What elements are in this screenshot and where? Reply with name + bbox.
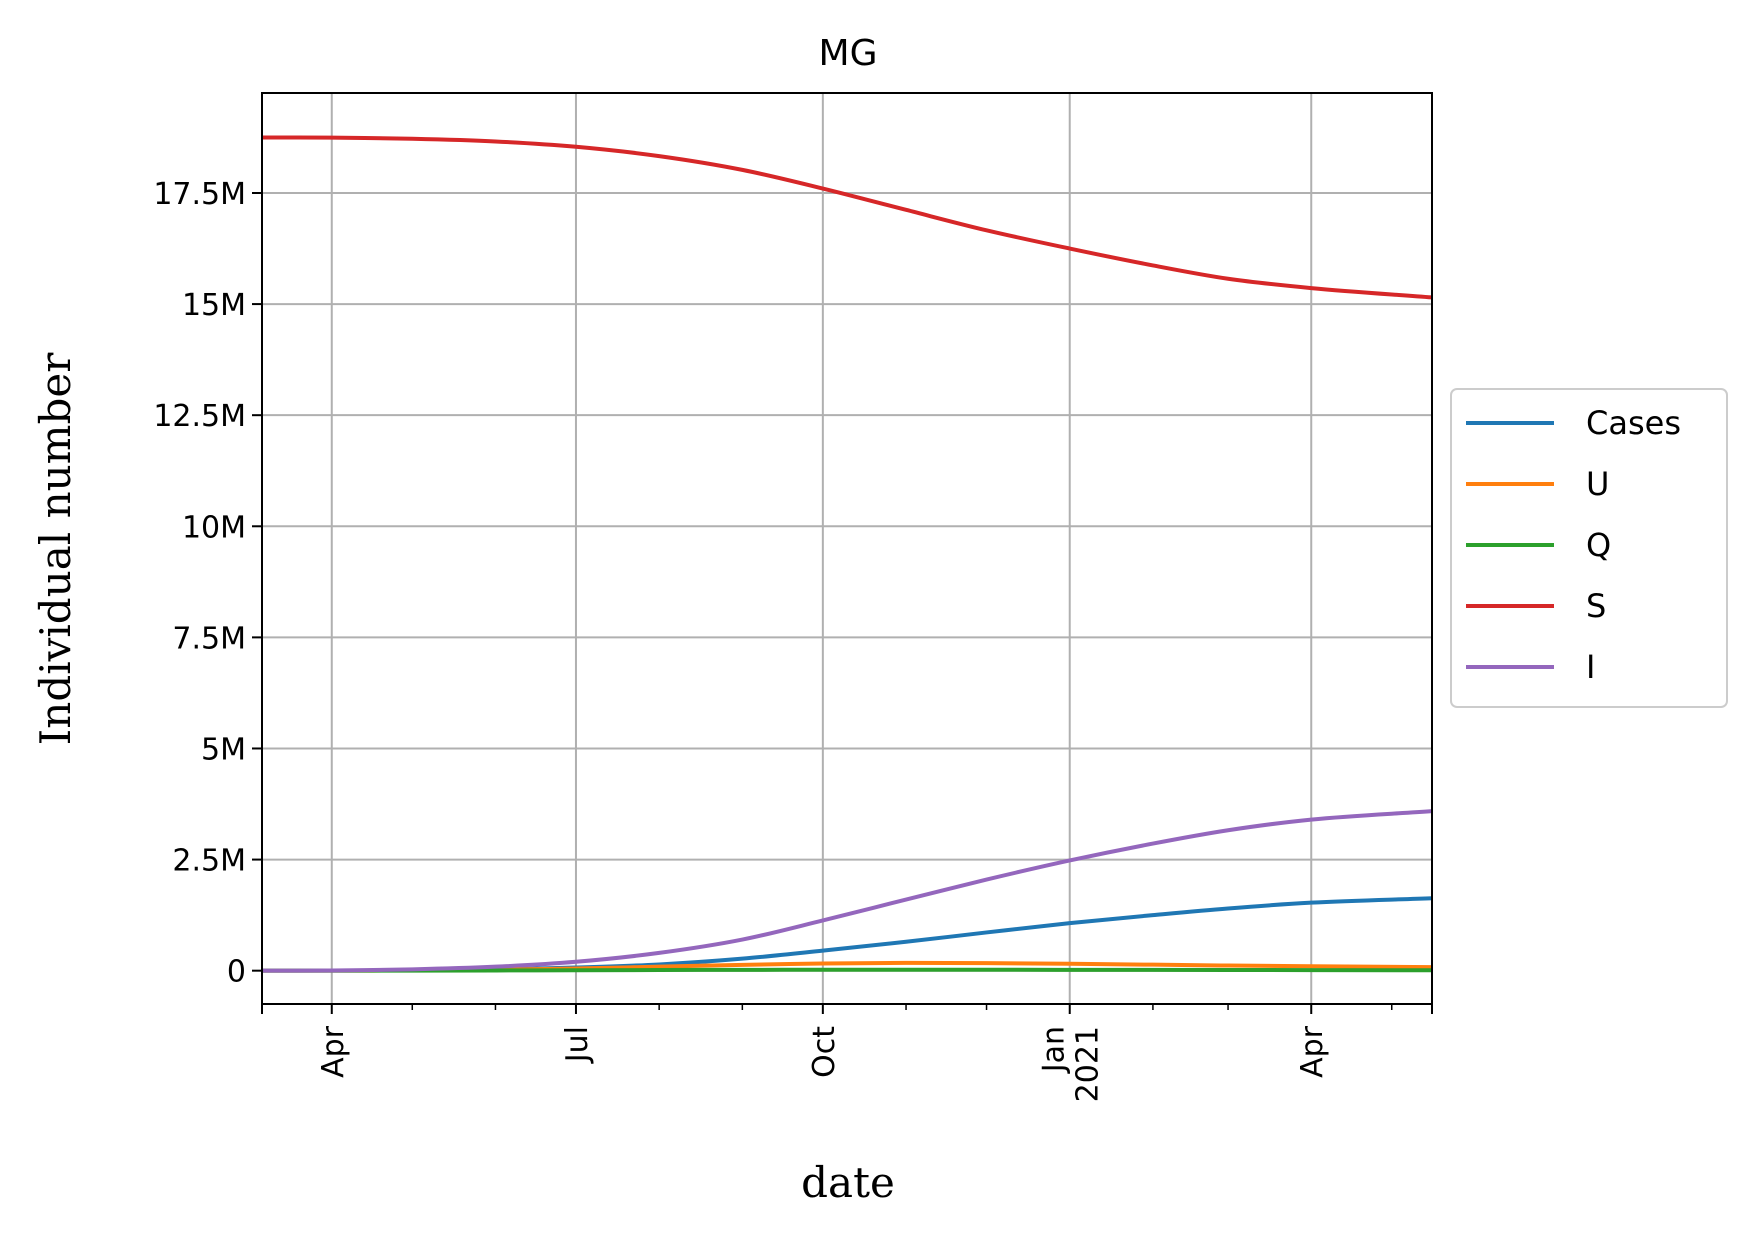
series-line-s (261, 135, 1433, 300)
grid (262, 93, 1432, 1004)
x-axis-label: date (801, 1158, 895, 1207)
series-line-q (261, 967, 1433, 973)
legend-label: U (1586, 465, 1609, 503)
y-tick-label: 10M (182, 510, 246, 545)
y-tick-label: 17.5M (153, 177, 246, 212)
x-tick-label: Apr (316, 1025, 351, 1078)
x-tick-label: Oct (807, 1026, 842, 1078)
y-axis-ticks: 0 2.5M 5M 7.5M 10M 12.5M 15M 17.5M (153, 177, 262, 990)
legend-label: Q (1586, 526, 1611, 564)
x-tick-label-line: Apr (1295, 1025, 1330, 1078)
x-tick-label: Jul (560, 1026, 595, 1064)
x-tick-label-line: Jul (560, 1026, 595, 1064)
legend-label: S (1586, 587, 1606, 625)
chart-title: MG (819, 33, 878, 74)
y-tick-label: 5M (201, 732, 246, 767)
y-axis-label: Individual number (31, 352, 80, 746)
x-tick-label-line: Apr (316, 1025, 351, 1078)
series-lines (261, 135, 1433, 973)
series-line-i (261, 809, 1433, 973)
legend-box (1450, 388, 1728, 708)
y-tick-label: 7.5M (172, 621, 246, 656)
x-tick-label-line: 2021 (1071, 1026, 1106, 1102)
x-tick-label: Apr (1295, 1025, 1330, 1078)
y-tick-label: 0 (227, 955, 246, 990)
plot-frame (261, 92, 1433, 1005)
y-tick-label: 12.5M (153, 399, 246, 434)
x-tick-label: Jan2021 (1037, 1026, 1106, 1102)
y-tick-label: 15M (182, 288, 246, 323)
y-tick-label: 2.5M (172, 844, 246, 879)
x-axis-ticks: Apr Jul Oct Jan2021 Apr (261, 1004, 1433, 1102)
series-line-cases (261, 896, 1433, 973)
x-tick-label-line: Jan (1037, 1026, 1072, 1074)
legend-label: Cases (1586, 404, 1681, 442)
x-tick-label-line: Oct (807, 1026, 842, 1078)
legend-label: I (1586, 648, 1595, 686)
